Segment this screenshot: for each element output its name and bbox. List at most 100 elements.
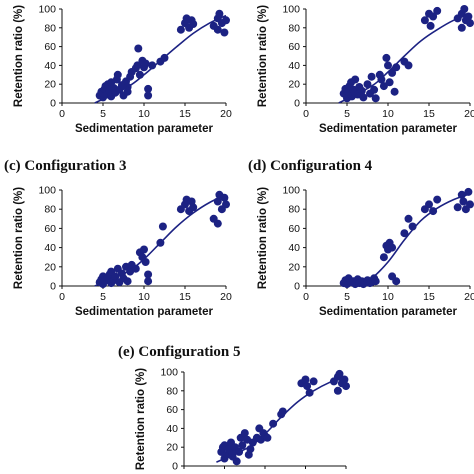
y-tick-label: 0: [50, 98, 56, 110]
data-point: [278, 407, 287, 416]
data-point: [133, 61, 142, 70]
y-tick-label: 20: [288, 261, 300, 273]
data-point: [213, 25, 222, 34]
y-tick-label: 100: [38, 4, 56, 16]
y-tick-label: 100: [160, 367, 178, 379]
data-point: [390, 87, 399, 96]
y-tick-label: 20: [44, 261, 56, 273]
data-point: [379, 253, 388, 262]
y-tick-label: 20: [44, 79, 56, 91]
data-point: [189, 20, 198, 28]
data-point: [425, 200, 433, 209]
y-tick-label: 20: [288, 79, 300, 91]
x-tick-label: 15: [423, 291, 435, 303]
panel-d-letter: (d): [248, 158, 267, 174]
data-point: [213, 219, 222, 228]
fit-curve: [338, 12, 471, 104]
panel-label-d: (d) Configuration 4: [248, 158, 372, 175]
fit-curve: [354, 193, 471, 287]
data-point: [466, 19, 474, 28]
data-point: [457, 23, 466, 32]
y-tick-label: 80: [166, 385, 178, 397]
data-point: [123, 277, 132, 286]
data-point: [404, 61, 413, 70]
x-tick-label: 5: [100, 291, 106, 303]
data-point: [351, 75, 360, 84]
x-axis-title: Sedimentation parameter: [319, 123, 458, 135]
data-point: [426, 21, 435, 30]
x-axis-title: Sedimentation parameter: [319, 306, 458, 318]
x-tick-label: 20: [464, 291, 474, 303]
panel-e-title: Configuration 5: [138, 344, 241, 360]
chart-2: 0 20 40 60 80 100 0 5 10 15 20 Sedimentation parame…: [257, 4, 474, 135]
x-tick-label: 10: [138, 291, 150, 303]
data-point: [382, 53, 391, 62]
data-point: [359, 93, 368, 102]
data-point: [367, 72, 376, 81]
data-point: [215, 9, 224, 18]
data-point: [371, 94, 380, 103]
y-tick-label: 100: [282, 4, 300, 16]
y-axis-title: Retention ratio (%): [257, 187, 269, 289]
data-point: [429, 12, 438, 21]
data-point: [148, 61, 157, 70]
data-point: [238, 441, 247, 450]
y-tick-label: 80: [288, 204, 300, 216]
data-point: [303, 382, 312, 391]
y-tick-label: 40: [44, 60, 56, 72]
data-point: [370, 85, 379, 94]
data-point: [466, 200, 474, 209]
y-tick-label: 0: [50, 281, 56, 293]
data-point: [453, 203, 462, 212]
x-tick-label: 15: [423, 108, 435, 120]
x-axis-title: Sedimentation parameter: [75, 123, 214, 135]
x-tick-label: 10: [382, 108, 394, 120]
chart-1: 0 20 40 60 80 100 0 5 10 15 20 Sedimentation parame…: [13, 4, 232, 136]
panel-e-letter: (e): [118, 344, 135, 360]
y-axis-title: Retention ratio (%): [257, 5, 269, 107]
data-point: [433, 195, 442, 204]
y-tick-label: 80: [288, 22, 300, 34]
x-tick-label: 5: [100, 108, 106, 120]
data-point: [404, 214, 413, 223]
x-tick-label: 0: [303, 108, 309, 120]
panel-c-letter: (c): [4, 158, 21, 174]
data-point: [342, 382, 350, 391]
data-point: [158, 222, 167, 231]
data-point: [269, 419, 278, 428]
data-point: [392, 277, 401, 286]
x-tick-label: 15: [179, 108, 191, 120]
data-point: [363, 80, 372, 89]
y-tick-label: 100: [38, 185, 56, 197]
x-tick-label: 5: [344, 108, 350, 120]
x-tick-label: 10: [382, 291, 394, 303]
data-point: [141, 59, 150, 68]
data-point: [309, 377, 318, 386]
y-tick-label: 80: [44, 22, 56, 34]
data-point: [464, 187, 473, 196]
y-axis-title: Retention ratio (%): [13, 5, 25, 107]
data-point: [144, 270, 153, 279]
data-point: [433, 6, 442, 15]
y-tick-label: 40: [288, 60, 300, 72]
chart-5: 0 20 40 60 80 100 Retention ratio (%): [135, 367, 350, 473]
x-tick-label: 0: [59, 108, 65, 120]
data-point: [144, 84, 153, 93]
data-point: [220, 28, 229, 37]
data-point: [385, 78, 394, 87]
x-tick-label: 5: [344, 291, 350, 303]
panel-c-title: Configuration 3: [24, 158, 127, 174]
x-tick-label: 20: [464, 108, 474, 120]
x-tick-label: 15: [179, 291, 191, 303]
y-tick-label: 80: [44, 204, 56, 216]
data-point: [240, 429, 249, 438]
fit-curve: [94, 14, 227, 104]
x-tick-label: 20: [220, 108, 232, 120]
data-point: [388, 243, 397, 252]
x-tick-label: 20: [220, 291, 232, 303]
y-tick-label: 100: [282, 185, 300, 197]
panel-d-title: Configuration 4: [270, 158, 373, 174]
panel-label-e: (e) Configuration 5: [118, 344, 241, 361]
